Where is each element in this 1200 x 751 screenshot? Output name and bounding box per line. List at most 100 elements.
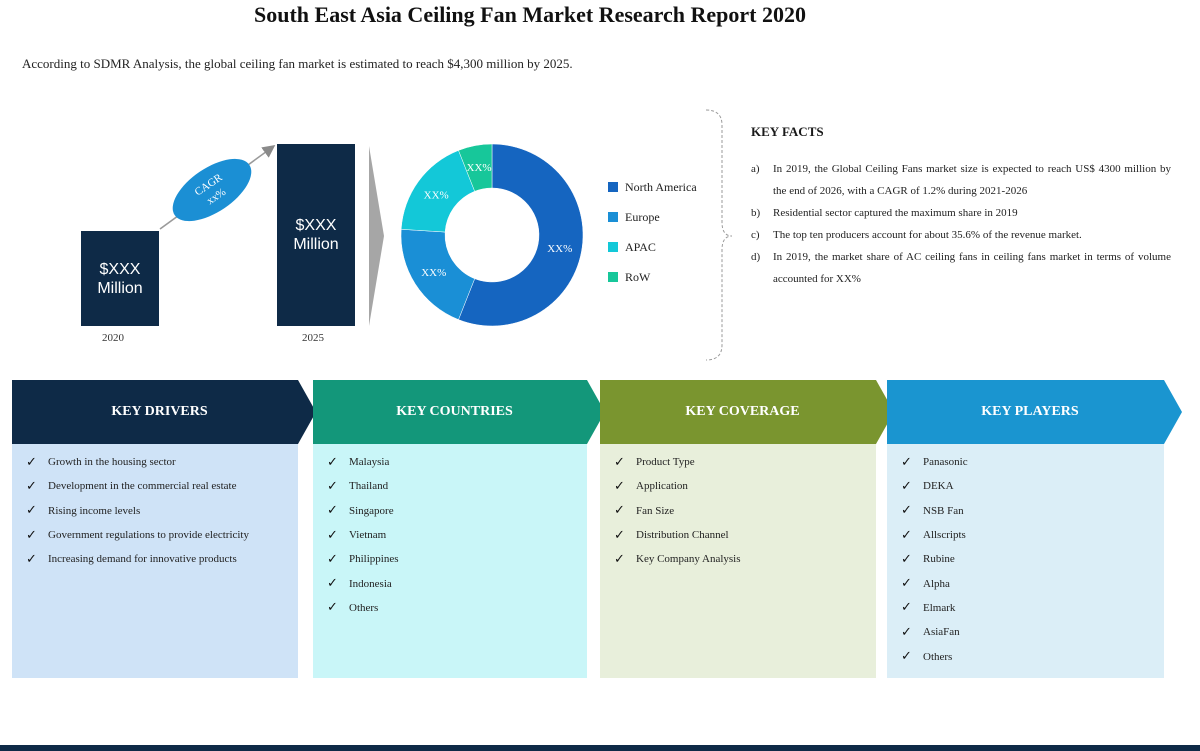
list-item: ✓ Philippines: [327, 547, 587, 571]
legend-swatch: [608, 212, 618, 222]
list-item-text: Vietnam: [349, 529, 387, 542]
checkmark-icon: ✓: [614, 527, 625, 543]
list-item: ✓ Alpha: [901, 571, 1164, 595]
key-fact-marker: c): [751, 229, 760, 241]
legend-swatch: [608, 242, 618, 252]
list-item: ✓ Others: [327, 596, 587, 620]
section-panel-key-players: ✓ Panasonic ✓ DEKA ✓ NSB Fan ✓ Allscripts ✓ Rubin…: [887, 444, 1164, 678]
list-item-text: Elmark: [923, 601, 956, 614]
key-fact-item: b) Residential sector captured the maximu…: [751, 202, 1171, 224]
legend-item-apac: APAC: [608, 232, 718, 262]
list-item: ✓ Others: [901, 644, 1164, 668]
legend-swatch: [608, 272, 618, 282]
list-item: ✓ AsiaFan: [901, 620, 1164, 644]
checkmark-icon: ✓: [327, 551, 338, 567]
list-item-text: Fan Size: [636, 504, 675, 517]
checkmark-icon: ✓: [327, 576, 338, 592]
key-facts-list: a) In 2019, the Global Ceiling Fans marke…: [751, 158, 1171, 290]
key-fact-item: a) In 2019, the Global Ceiling Fans marke…: [751, 158, 1171, 202]
section-list: ✓ Malaysia ✓ Thailand ✓ Singapore ✓ Vietnam ✓ Phi…: [313, 444, 587, 620]
bar-2020-unit: Million: [97, 279, 143, 297]
chart-legend: North America Europe APAC RoW: [608, 172, 718, 292]
list-item: ✓ Singapore: [327, 499, 587, 523]
checkmark-icon: ✓: [901, 624, 912, 640]
key-fact-marker: d): [751, 251, 761, 263]
list-item-text: Indonesia: [349, 577, 392, 590]
list-item-text: Singapore: [349, 504, 394, 517]
list-item: ✓ Increasing demand for innovative produc…: [26, 547, 298, 571]
checkmark-icon: ✓: [26, 454, 37, 470]
legend-label: Europe: [625, 209, 660, 224]
checkmark-icon: ✓: [614, 454, 625, 470]
list-item: ✓ DEKA: [901, 474, 1164, 498]
list-item-text: Others: [923, 650, 953, 663]
list-item: ✓ Distribution Channel: [614, 523, 876, 547]
list-item-text: Rising income levels: [48, 504, 141, 517]
list-item: ✓ Allscripts: [901, 523, 1164, 547]
list-item-text: Increasing demand for innovative product…: [48, 553, 237, 566]
section-header-shape-key-drivers: [12, 380, 316, 444]
section-header-shape-key-coverage: [600, 380, 894, 444]
key-fact-text: In 2019, the Global Ceiling Fans market …: [773, 163, 1171, 197]
section-header-shape-key-countries: [313, 380, 605, 444]
list-item-text: NSB Fan: [923, 504, 964, 517]
checkmark-icon: ✓: [26, 551, 37, 567]
list-item: ✓ NSB Fan: [901, 499, 1164, 523]
checkmark-icon: ✓: [614, 503, 625, 519]
legend-item-europe: Europe: [608, 202, 718, 232]
legend-swatch: [608, 182, 618, 192]
section-header-shape-key-players: [887, 380, 1182, 444]
section-list: ✓ Product Type ✓ Application ✓ Fan Size ✓ Distr…: [600, 444, 876, 571]
bar-2025-unit: Million: [293, 236, 339, 253]
checkmark-icon: ✓: [901, 576, 912, 592]
checkmark-icon: ✓: [26, 478, 37, 494]
section-list: ✓ Panasonic ✓ DEKA ✓ NSB Fan ✓ Allscripts ✓ Rubin…: [887, 444, 1164, 669]
page-title: South East Asia Ceiling Fan Market Resea…: [253, 2, 807, 27]
list-item-text: Distribution Channel: [636, 529, 729, 542]
list-item-text: Alpha: [923, 577, 950, 590]
section-title-key-countries: KEY COUNTRIES: [396, 404, 513, 419]
list-item-text: Product Type: [636, 456, 695, 469]
list-item: ✓ Panasonic: [901, 450, 1164, 474]
market-2020-bar: $XXX Million: [81, 231, 159, 326]
list-item-text: DEKA: [923, 480, 954, 493]
checkmark-icon: ✓: [327, 600, 338, 616]
bar-2020-value: $XXX: [99, 260, 141, 278]
checkmark-icon: ✓: [901, 503, 912, 519]
list-item-text: AsiaFan: [923, 626, 960, 639]
key-fact-text: In 2019, the market share of AC ceiling …: [773, 251, 1171, 285]
checkmark-icon: ✓: [327, 527, 338, 543]
list-item-text: Thailand: [349, 480, 389, 493]
checkmark-icon: ✓: [327, 454, 338, 470]
list-item-text: Rubine: [923, 553, 955, 566]
list-item-text: Development in the commercial real estat…: [48, 480, 237, 493]
section-panel-key-coverage: ✓ Product Type ✓ Application ✓ Fan Size ✓ Distr…: [600, 444, 876, 678]
list-item-text: Application: [636, 480, 688, 493]
section-title-key-drivers: KEY DRIVERS: [111, 404, 208, 419]
key-fact-text: Residential sector captured the maximum …: [773, 207, 1018, 219]
section-title-key-players: KEY PLAYERS: [981, 404, 1079, 419]
list-item-text: Key Company Analysis: [636, 553, 741, 566]
intro-text: According to SDMR Analysis, the global c…: [22, 56, 573, 71]
list-item: ✓ Elmark: [901, 596, 1164, 620]
legend-item-north-america: North America: [608, 172, 718, 202]
checkmark-icon: ✓: [901, 478, 912, 494]
checkmark-icon: ✓: [614, 478, 625, 494]
list-item: ✓ Development in the commercial real esta…: [26, 474, 298, 498]
key-fact-item: c) The top ten producers account for abou…: [751, 224, 1171, 246]
list-item: ✓ Key Company Analysis: [614, 547, 876, 571]
list-item-text: Philippines: [349, 553, 399, 566]
legend-label: RoW: [625, 269, 651, 284]
checkmark-icon: ✓: [901, 551, 912, 567]
list-item-text: Allscripts: [923, 529, 966, 542]
list-item-text: Others: [349, 601, 379, 614]
section-panel-key-drivers: ✓ Growth in the housing sector ✓ Developmen…: [12, 444, 298, 678]
checkmark-icon: ✓: [901, 600, 912, 616]
list-item-text: Government regulations to provide electr…: [48, 529, 249, 542]
list-item: ✓ Rubine: [901, 547, 1164, 571]
legend-label: North America: [625, 179, 697, 194]
bar-2025-value: $XXX: [295, 217, 337, 234]
legend-item-row: RoW: [608, 262, 718, 292]
list-item: ✓ Growth in the housing sector: [26, 450, 298, 474]
